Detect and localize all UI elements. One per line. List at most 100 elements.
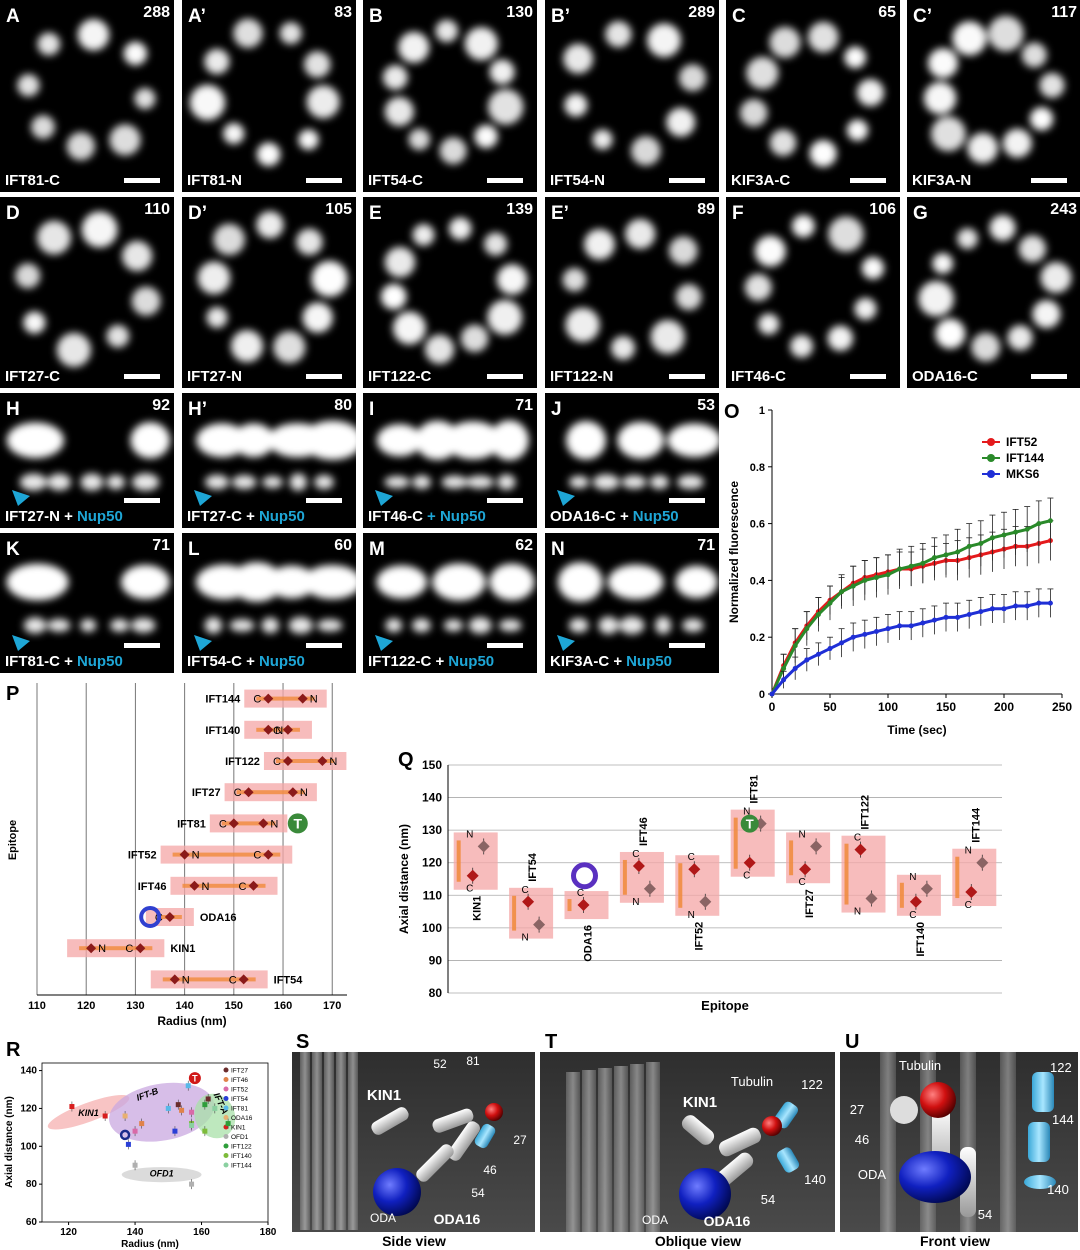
- category-label: ODA16: [200, 912, 237, 924]
- point: [862, 577, 868, 583]
- blob: [56, 332, 91, 367]
- legend-marker: [223, 1134, 229, 1139]
- blob: [809, 139, 837, 167]
- end-label: C: [219, 818, 227, 830]
- x-tick-label: 160: [193, 1227, 210, 1238]
- signal: [6, 563, 170, 634]
- point: [827, 600, 833, 606]
- blob: [6, 563, 69, 601]
- end-label: C: [239, 881, 247, 893]
- blob: [120, 564, 170, 600]
- legend-marker: [223, 1143, 229, 1149]
- micrograph-label: IFT54-C + Nup50: [187, 653, 305, 670]
- blob: [130, 422, 171, 459]
- micrograph-bg: [182, 533, 356, 673]
- tubulin-marker: [740, 814, 759, 833]
- oda: [899, 1151, 971, 1203]
- scale-bar: [306, 374, 342, 379]
- render-label: 122: [1050, 1060, 1072, 1075]
- x-axis-label: Radius (nm): [121, 1239, 179, 1250]
- y-tick-label: 120: [422, 856, 442, 870]
- x-tick-label: 170: [323, 1000, 341, 1012]
- micrograph: H 92 IFT27-N + Nup50: [0, 393, 174, 528]
- blob: [131, 473, 160, 491]
- point: [989, 606, 995, 612]
- blob: [196, 423, 248, 458]
- signal: [918, 214, 1072, 362]
- point: [1013, 603, 1019, 609]
- marker: [179, 849, 190, 860]
- count: 65: [878, 4, 896, 21]
- rod: [432, 1108, 474, 1133]
- signal: [376, 420, 529, 490]
- count: 105: [325, 201, 352, 218]
- blob: [844, 46, 867, 69]
- blob: [474, 124, 498, 149]
- rod: [448, 1121, 480, 1161]
- micrograph-label: KIF3A-C + Nup50: [550, 653, 672, 670]
- render-label: 46: [855, 1132, 869, 1147]
- range-bar: [256, 727, 300, 732]
- blob: [204, 474, 229, 490]
- end-label: N: [275, 725, 283, 737]
- blob: [464, 27, 498, 61]
- scale-bar: [669, 643, 705, 648]
- signal: [557, 562, 718, 635]
- panel-letter: C’: [913, 6, 932, 27]
- blob: [952, 21, 987, 56]
- count: 60: [334, 537, 352, 554]
- scale-bar: [487, 374, 523, 379]
- blob: [131, 617, 156, 633]
- signal: [923, 15, 1065, 164]
- count: 289: [688, 4, 715, 21]
- point: [1024, 526, 1030, 532]
- blob: [408, 128, 431, 151]
- end-label: C: [234, 787, 242, 799]
- end-label: N: [98, 943, 106, 955]
- point: [165, 1105, 171, 1111]
- point: [125, 1141, 131, 1147]
- scale-bar: [306, 643, 342, 648]
- signal: [196, 420, 363, 491]
- blob: [1032, 300, 1061, 329]
- marker: [632, 859, 645, 872]
- micrograph-label: IFT46-C: [731, 368, 786, 385]
- point: [966, 611, 972, 617]
- end-label: N: [300, 787, 308, 799]
- y-tick-label: 0: [759, 689, 765, 701]
- category-label: IFT27: [192, 787, 221, 799]
- panel-letter: H’: [188, 399, 207, 420]
- point: [943, 614, 949, 620]
- marker: [258, 818, 269, 829]
- panel-letter: D: [6, 203, 20, 224]
- range-bar: [733, 817, 738, 869]
- count: 62: [515, 537, 533, 554]
- range-box: [453, 832, 498, 890]
- category-label: KIN1: [170, 943, 195, 955]
- epitope: IFT54-N: [550, 172, 605, 189]
- blob: [197, 261, 231, 295]
- point: [815, 611, 821, 617]
- x-tick-label: 120: [60, 1227, 77, 1238]
- epitope: IFT81-C +: [5, 653, 73, 670]
- rod: [718, 1127, 762, 1157]
- panel-letter: M: [369, 539, 385, 560]
- legend-label: IFT144: [1006, 451, 1044, 465]
- blob: [488, 89, 524, 125]
- marker: [965, 886, 978, 899]
- micrograph-bg: [545, 533, 719, 673]
- x-tick-label: 50: [823, 700, 837, 714]
- range-bar: [162, 977, 256, 982]
- x-tick-label: 180: [260, 1227, 277, 1238]
- range-bar: [622, 859, 627, 895]
- range-bar: [182, 883, 266, 888]
- epitope: IFT27-C: [5, 368, 60, 385]
- end-label: N: [310, 694, 318, 706]
- epitope: IFT46-C: [731, 368, 786, 385]
- legend-label: IFT81: [231, 1106, 248, 1113]
- marker: [297, 693, 308, 704]
- blob: [31, 115, 55, 139]
- blob: [424, 334, 455, 364]
- blob: [23, 617, 47, 634]
